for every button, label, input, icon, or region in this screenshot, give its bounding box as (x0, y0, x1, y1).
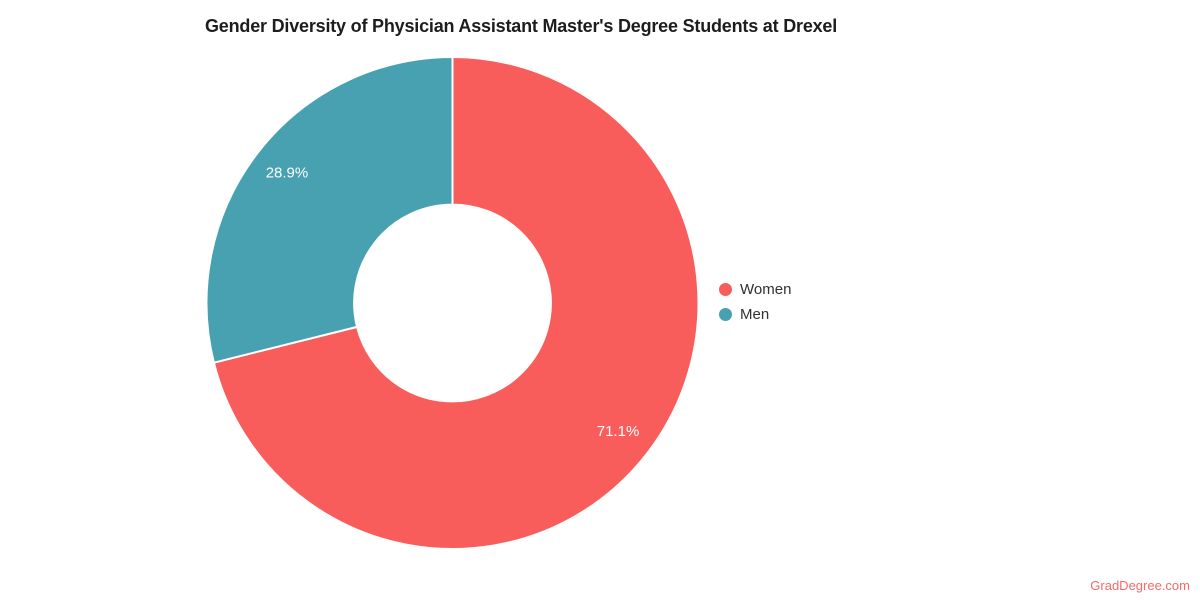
watermark[interactable]: GradDegree.com (1090, 578, 1190, 593)
chart-title: Gender Diversity of Physician Assistant … (205, 16, 838, 36)
legend-label-women: Women (740, 281, 792, 298)
pie-slice-men[interactable] (205, 56, 454, 364)
pie-slice-women[interactable] (212, 56, 700, 550)
slice-label-women: 71.1% (597, 423, 640, 440)
legend-item-women[interactable]: Women (719, 279, 791, 300)
legend-label-men: Men (740, 306, 770, 323)
legend: Women Men (719, 279, 791, 325)
legend-marker-men-icon (719, 308, 732, 321)
legend-marker-women-icon (719, 283, 732, 296)
legend-item-men[interactable]: Men (719, 304, 791, 325)
slice-label-men: 28.9% (266, 165, 309, 182)
